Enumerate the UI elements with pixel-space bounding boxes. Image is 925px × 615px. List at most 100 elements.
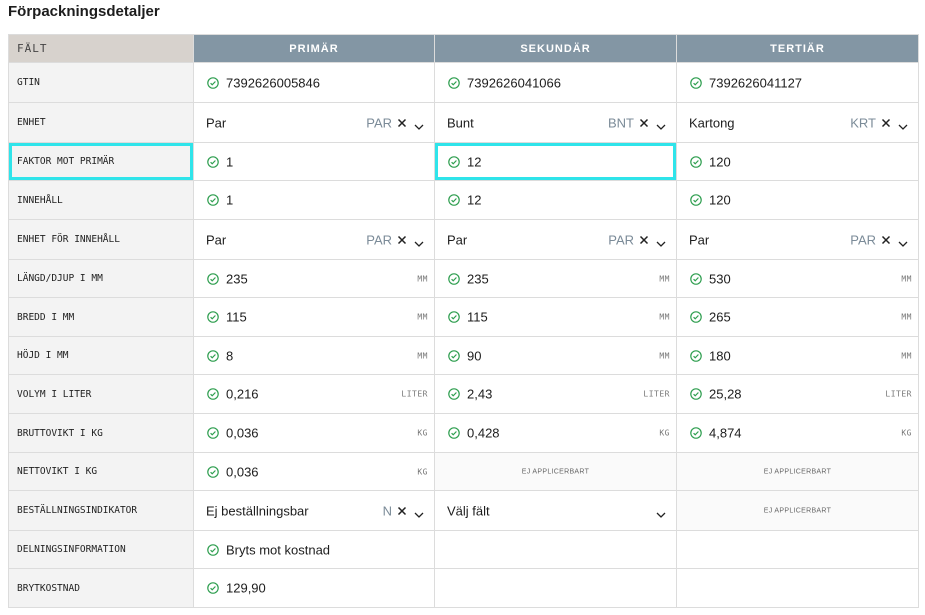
value-cell: 12 — [434, 180, 677, 220]
select-code: N — [382, 503, 392, 518]
value-cell: 265 MM — [676, 297, 919, 337]
dropdown-chevron[interactable] — [656, 236, 666, 251]
value-cell: EJ APPLICERBART — [676, 452, 919, 491]
select[interactable]: Ej beställningsbar N — [193, 490, 435, 531]
row: ENHET Par PAR Bunt BNT Kartong KRT — [8, 102, 919, 143]
select-value: Par — [206, 232, 227, 247]
value-cell: 115 MM — [193, 297, 435, 337]
value: 0,036 — [226, 464, 259, 479]
value: 265 — [709, 309, 731, 325]
clear-button[interactable] — [396, 117, 408, 132]
clear-button[interactable] — [880, 234, 892, 249]
value-cell: EJ APPLICERBART — [676, 490, 919, 531]
not-applicable: EJ APPLICERBART — [763, 507, 832, 514]
value: 7392626005846 — [226, 75, 320, 90]
valid-icon-glyph — [207, 465, 219, 478]
row: INNEHÅLL 1 12 120 — [8, 180, 919, 220]
field-label: INNEHÅLL — [8, 180, 194, 220]
field-label: NETTOVIKT I KG — [8, 452, 194, 491]
value-cell — [676, 530, 919, 569]
valid-icon — [448, 349, 460, 365]
unit: KG — [417, 467, 428, 476]
clear-button[interactable] — [638, 234, 650, 249]
valid-icon — [690, 427, 702, 442]
clear-button[interactable] — [396, 505, 408, 520]
value-cell: 7392626041127 — [676, 62, 919, 103]
valid-icon-glyph — [207, 155, 219, 168]
field-label: HÖJD I MM — [8, 336, 194, 375]
valid-icon — [448, 427, 460, 442]
select[interactable]: Par PAR — [193, 219, 435, 260]
field-label: ENHET — [8, 102, 194, 143]
value-cell: 180 MM — [676, 336, 919, 375]
field-label: VOLYM I LITER — [8, 374, 194, 414]
valid-icon-glyph — [207, 272, 219, 285]
dropdown-chevron[interactable] — [656, 119, 666, 134]
select[interactable]: Bunt BNT — [434, 102, 677, 143]
select[interactable]: Par PAR — [676, 219, 919, 260]
dropdown-chevron-glyph — [414, 512, 424, 518]
valid-icon-glyph — [448, 272, 460, 285]
row: HÖJD I MM 8 MM 90 MM 180 MM — [8, 336, 919, 375]
column-header: SEKUNDÄR — [434, 34, 677, 63]
select-code: PAR — [366, 232, 392, 247]
value: 12 — [467, 192, 482, 208]
unit: MM — [659, 274, 670, 283]
valid-icon — [448, 194, 460, 209]
value: 120 — [709, 192, 731, 208]
value-cell: 12 — [434, 142, 677, 181]
dropdown-chevron[interactable] — [414, 119, 424, 134]
unit: MM — [417, 274, 428, 283]
dropdown-chevron[interactable] — [414, 236, 424, 251]
select-value: Par — [447, 232, 468, 247]
value: 25,28 — [709, 386, 742, 402]
select-placeholder: Välj fält — [447, 503, 490, 518]
row: ENHET FÖR INNEHÅLL Par PAR Par PAR Par PAR — [8, 219, 919, 260]
value-cell — [434, 530, 677, 569]
clear-button-glyph — [639, 235, 649, 244]
dropdown-chevron[interactable] — [898, 236, 908, 251]
value-cell: 90 MM — [434, 336, 677, 375]
field-label: BRYTKOSTNAD — [8, 568, 194, 608]
select-code: PAR — [608, 232, 634, 247]
select-value: Kartong — [689, 115, 735, 130]
value-cell: 0,428 KG — [434, 413, 677, 453]
dropdown-chevron[interactable] — [898, 119, 908, 134]
valid-icon — [448, 155, 460, 171]
select[interactable]: Kartong KRT — [676, 102, 919, 143]
dropdown-chevron[interactable] — [656, 507, 666, 522]
value-cell: 0,216 LITER — [193, 374, 435, 414]
value: 115 — [467, 309, 488, 325]
field-label: ENHET FÖR INNEHÅLL — [8, 219, 194, 260]
dropdown-chevron-glyph — [656, 512, 666, 518]
valid-icon — [690, 155, 702, 171]
clear-button[interactable] — [880, 117, 892, 132]
valid-icon-glyph — [448, 311, 460, 323]
select[interactable]: Par PAR — [434, 219, 677, 260]
field-label: BRUTTOVIKT I KG — [8, 413, 194, 453]
value-cell: Bryts mot kostnad — [193, 530, 435, 569]
clear-button[interactable] — [638, 117, 650, 132]
value-cell: 4,874 KG — [676, 413, 919, 453]
value: 0,216 — [226, 386, 259, 402]
packaging-table: FÄLT PRIMÄR SEKUNDÄR TERTIÄR GTIN 73926260058… — [8, 34, 919, 608]
valid-icon — [207, 582, 219, 597]
title: Förpackningsdetaljer — [8, 3, 160, 20]
select[interactable]: Par PAR — [193, 102, 435, 143]
select[interactable]: Välj fält — [434, 490, 677, 531]
row: FAKTOR MOT PRIMÄR 1 12 120 — [8, 142, 919, 181]
clear-button-glyph — [397, 506, 407, 515]
valid-icon — [690, 388, 702, 403]
dropdown-chevron-glyph — [898, 241, 908, 247]
row: BRUTTOVIKT I KG 0,036 KG 0,428 KG 4,874 KG — [8, 413, 919, 453]
valid-icon — [690, 349, 702, 365]
field-label: FAKTOR MOT PRIMÄR — [8, 142, 194, 181]
dropdown-chevron[interactable] — [414, 507, 424, 522]
field-label: GTIN — [8, 62, 194, 103]
clear-button[interactable] — [396, 234, 408, 249]
valid-icon-glyph — [690, 388, 702, 400]
valid-icon — [207, 349, 219, 365]
value-cell: 2,43 LITER — [434, 374, 677, 414]
dropdown-chevron-glyph — [898, 124, 908, 130]
